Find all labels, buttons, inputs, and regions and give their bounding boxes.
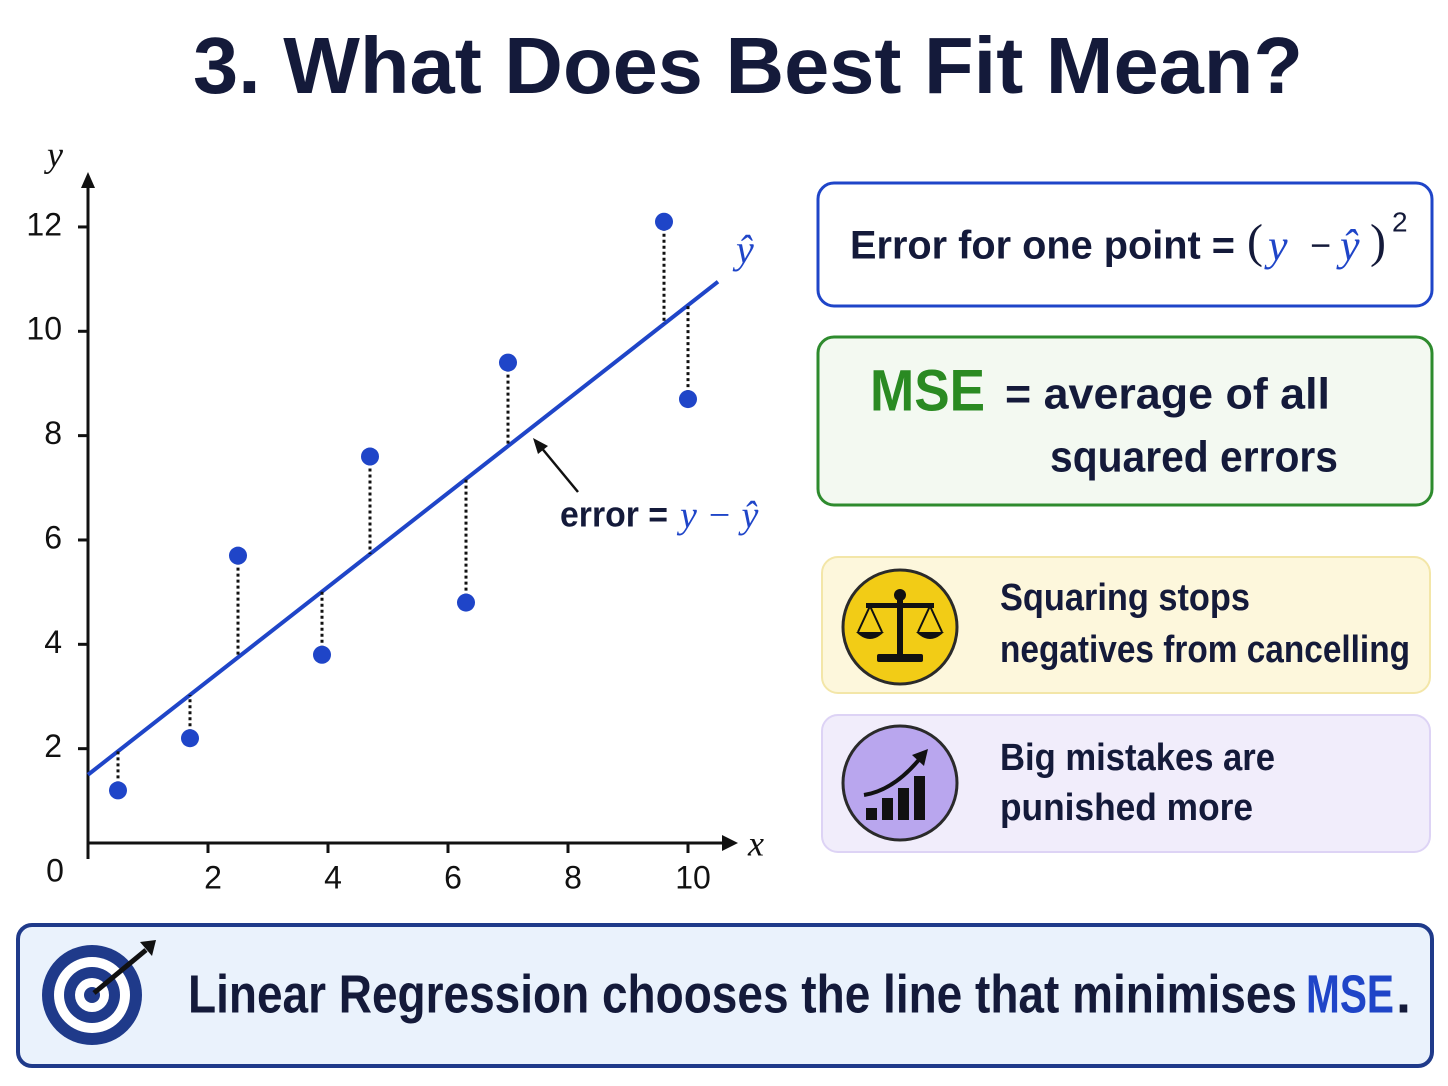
footer-highlight: MSE (1306, 964, 1394, 1024)
error-label: error = (560, 494, 668, 535)
x-axis-label: x (747, 823, 764, 863)
chart: x y 0 2 4 6 8 10 2 4 6 8 10 12 ŷ error = y − ŷ (26, 134, 764, 895)
point (313, 645, 331, 664)
fit-line (86, 280, 720, 777)
footer-box (16, 923, 1434, 1068)
point (457, 593, 475, 612)
note-line: punished more (1000, 787, 1253, 829)
y-tick-label: 2 (44, 728, 62, 764)
x-tick-label: 2 (204, 859, 222, 895)
x-tick-label: 10 (675, 859, 711, 895)
annotation-arrow (539, 445, 579, 493)
formula-yhat: ŷ (1336, 221, 1360, 270)
x-tick-label: 6 (444, 859, 462, 895)
growth-icon (841, 724, 959, 842)
point (181, 729, 199, 748)
note-line: Squaring stops (1000, 577, 1250, 619)
x-tick-label: 0 (46, 852, 64, 888)
error-box-text: Error for one point = (850, 224, 1235, 268)
note-line: negatives from cancelling (1000, 629, 1410, 671)
squaring-note (821, 556, 1431, 694)
formula-y: y (1264, 221, 1288, 270)
point (679, 390, 697, 409)
formula-paren: ( (1247, 215, 1263, 268)
error-box (816, 181, 1434, 308)
y-tick-label: 4 (44, 624, 62, 660)
scale-icon (841, 568, 959, 686)
footer-text: Linear Regression chooses the line that … (188, 964, 1297, 1024)
footer-end: . (1396, 964, 1411, 1024)
point (499, 353, 517, 372)
formula-minus: − (1310, 225, 1331, 266)
target-icon (42, 940, 156, 1045)
error-formula: y − ŷ (676, 495, 759, 537)
y-tick-label: 12 (26, 206, 62, 242)
point (361, 447, 379, 466)
note-line: Big mistakes are (1000, 737, 1275, 779)
x-axis-arrow (722, 835, 738, 851)
line-label: ŷ (732, 227, 754, 272)
y-tick-label: 6 (44, 519, 62, 555)
mse-box (816, 335, 1434, 507)
y-tick-label: 10 (26, 311, 62, 347)
title: 3. What Does Best Fit Mean? (193, 21, 1303, 110)
point (229, 546, 247, 565)
x-tick-label: 8 (564, 859, 582, 895)
formula-exponent: 2 (1392, 206, 1408, 237)
y-tick-label: 8 (44, 415, 62, 451)
point (109, 781, 127, 800)
x-tick-label: 4 (324, 859, 342, 895)
mistakes-note (821, 714, 1431, 853)
mse-term: MSE (870, 358, 985, 423)
formula-paren: ) (1370, 215, 1386, 268)
mse-line: squared errors (1050, 433, 1338, 482)
y-axis-arrow (81, 172, 95, 188)
point (655, 212, 673, 231)
annotation-arrowhead (533, 438, 548, 454)
mse-line: = average of all (1005, 370, 1330, 419)
y-axis-label: y (44, 134, 63, 174)
